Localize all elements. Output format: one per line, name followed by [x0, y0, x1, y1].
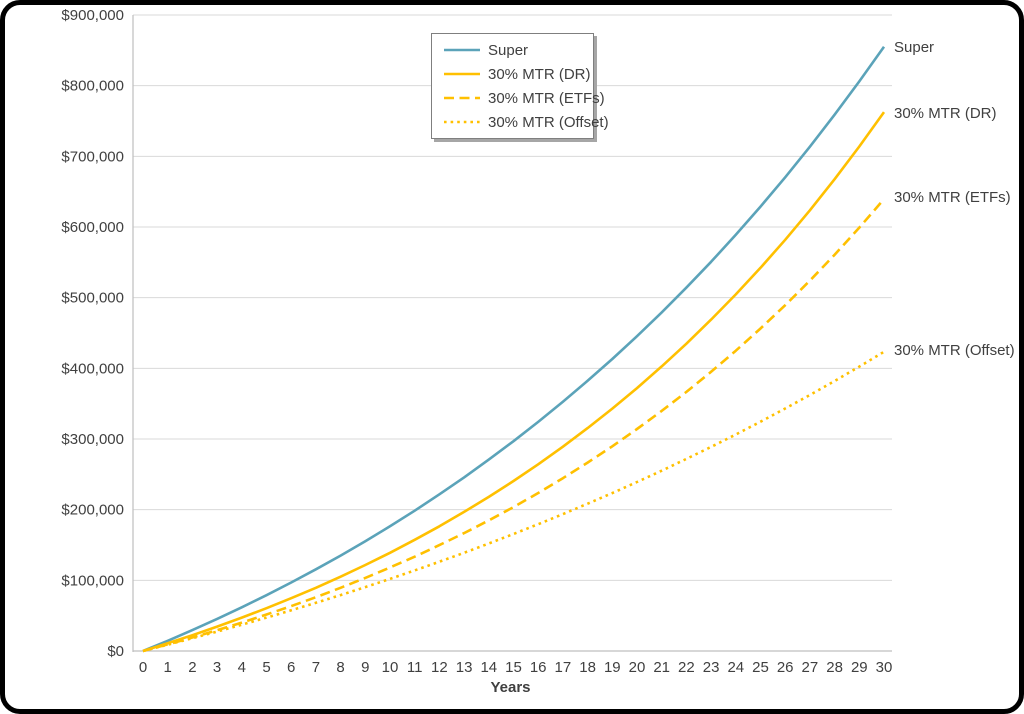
series-line-solid-30-mtr-dr- — [142, 111, 886, 653]
x-tick-label: 21 — [653, 659, 670, 676]
x-tick-label: 3 — [213, 659, 221, 676]
x-tick-label: 0 — [139, 659, 147, 676]
x-tick-label: 8 — [336, 659, 344, 676]
x-tick-label: 23 — [703, 659, 720, 676]
legend-item-label: 30% MTR (Offset) — [488, 113, 609, 131]
y-tick-label: $600,000 — [61, 219, 124, 236]
y-tick-label: $300,000 — [61, 431, 124, 448]
y-tick-label: $0 — [107, 643, 124, 660]
series-end-label: 30% MTR (Offset) — [894, 342, 1015, 359]
x-tick-label: 14 — [480, 659, 497, 676]
x-tick-label: 2 — [188, 659, 196, 676]
legend-item-label: 30% MTR (ETFs) — [488, 89, 605, 107]
series-line-dotted-30-mtr-offset- — [142, 350, 885, 653]
y-tick-label: $500,000 — [61, 290, 124, 307]
legend-item: Super — [443, 42, 593, 59]
x-tick-label: 29 — [851, 659, 868, 676]
series-end-label: Super — [894, 39, 934, 56]
x-tick-label: 6 — [287, 659, 295, 676]
x-tick-label: 9 — [361, 659, 369, 676]
x-tick-label: 11 — [407, 659, 423, 676]
series-end-label: 30% MTR (DR) — [894, 105, 997, 122]
legend: Super 30% MTR (DR) 30% MTR (ETFs) 30% MTR (… — [431, 33, 609, 139]
legend-line-swatch — [444, 72, 480, 76]
x-tick-label: 30 — [876, 659, 893, 676]
legend-item: 30% MTR (ETFs) — [443, 90, 605, 107]
legend-item: 30% MTR (Offset) — [443, 114, 609, 131]
x-tick-label: 5 — [262, 659, 270, 676]
series-line-dashed-30-mtr-etfs- — [142, 198, 885, 653]
x-tick-label: 17 — [555, 659, 572, 676]
y-tick-label: $200,000 — [61, 502, 124, 519]
legend-line-swatch — [444, 120, 480, 124]
x-tick-label: 18 — [579, 659, 596, 676]
legend-line-swatch — [444, 96, 480, 100]
y-tick-label: $800,000 — [61, 78, 124, 95]
x-tick-label: 25 — [752, 659, 769, 676]
x-tick-label: 28 — [826, 659, 843, 676]
x-tick-label: 27 — [802, 659, 819, 676]
x-tick-label: 26 — [777, 659, 794, 676]
x-tick-label: 10 — [382, 659, 399, 676]
legend-item: 30% MTR (DR) — [443, 66, 593, 83]
x-tick-label: 20 — [629, 659, 646, 676]
x-tick-label: 12 — [431, 659, 448, 676]
y-tick-label: $900,000 — [61, 7, 124, 24]
series-line-solid-super — [142, 45, 886, 653]
y-tick-label: $700,000 — [61, 148, 124, 165]
x-axis-title: Years — [490, 679, 531, 696]
y-tick-label: $100,000 — [61, 572, 124, 589]
x-tick-label: 13 — [456, 659, 473, 676]
x-tick-label: 15 — [505, 659, 522, 676]
x-tick-label: 19 — [604, 659, 621, 676]
legend-item-label: 30% MTR (DR) — [488, 65, 591, 83]
x-tick-label: 22 — [678, 659, 695, 676]
x-tick-label: 7 — [312, 659, 320, 676]
series-end-label: 30% MTR (ETFs) — [894, 189, 1011, 206]
x-tick-label: 24 — [727, 659, 744, 676]
x-tick-label: 1 — [164, 659, 172, 676]
legend-item-label: Super — [488, 41, 529, 59]
x-tick-label: 4 — [238, 659, 246, 676]
y-tick-label: $400,000 — [61, 360, 124, 377]
legend-line-swatch — [444, 48, 480, 52]
x-tick-label: 16 — [530, 659, 547, 676]
